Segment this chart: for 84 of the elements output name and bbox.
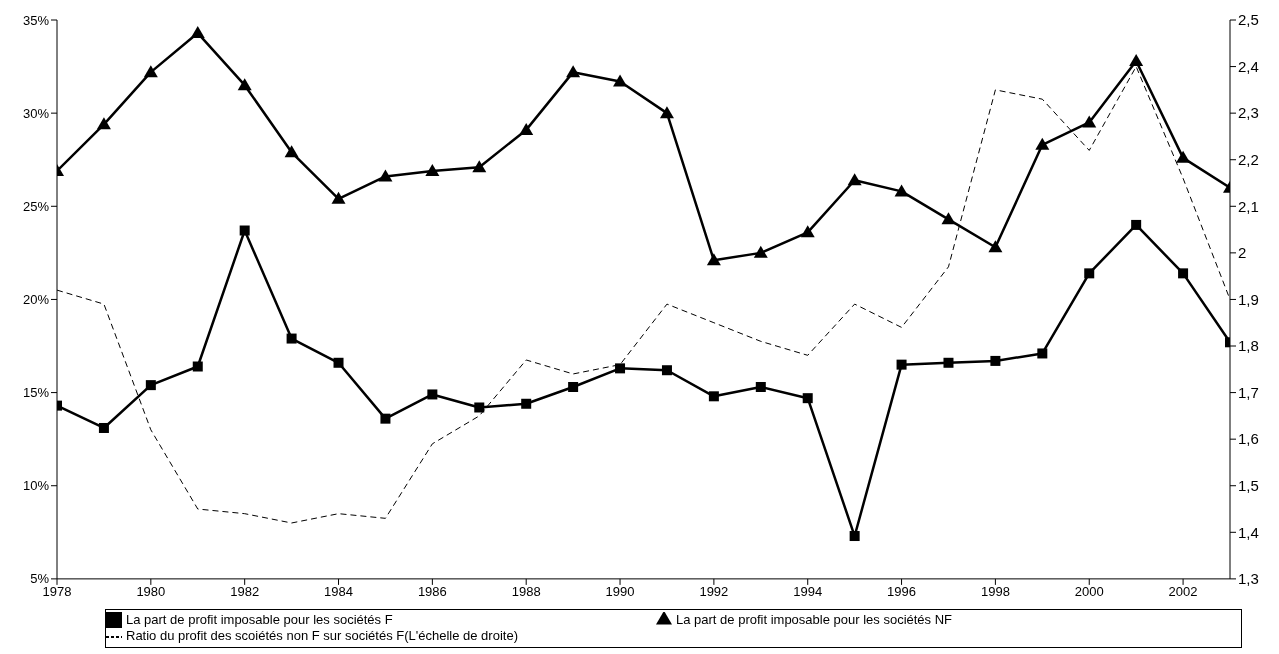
- y2-tick-label: 2: [1238, 244, 1247, 262]
- point: [706, 253, 721, 266]
- point: [474, 402, 485, 413]
- point: [847, 173, 862, 186]
- legend-label: Ratio du profit des scoiétés non F sur sociétés F(L'échelle de droite): [126, 628, 519, 644]
- point: [472, 160, 487, 173]
- x-tick-label: 1990: [605, 584, 635, 600]
- point: [800, 225, 815, 238]
- point: [425, 163, 440, 176]
- point: [96, 117, 111, 130]
- x-tick-label: 1984: [324, 584, 353, 600]
- point: [521, 398, 532, 409]
- point: [894, 184, 909, 197]
- point: [896, 359, 907, 370]
- point: [755, 382, 766, 392]
- y2-tick-label: 1,7: [1238, 383, 1259, 401]
- y2-tick-label: 1,6: [1238, 430, 1259, 448]
- y-tick-label: 15%: [22, 385, 50, 401]
- point: [615, 363, 626, 374]
- point: [519, 122, 534, 135]
- point: [331, 191, 346, 204]
- point: [190, 26, 205, 39]
- y2-tick-label: 2,3: [1238, 104, 1259, 122]
- y-tick-label: 30%: [22, 105, 50, 121]
- y-tick-label: 5%: [30, 571, 50, 587]
- point: [380, 413, 391, 424]
- point: [566, 65, 581, 78]
- point: [239, 225, 250, 236]
- point: [98, 422, 109, 433]
- point: [941, 212, 956, 225]
- x-tick-label: 2002: [1168, 584, 1198, 600]
- x-tick-label: 1978: [42, 584, 72, 600]
- x-tick-label: 1994: [793, 584, 823, 600]
- point: [661, 365, 672, 376]
- point: [1131, 219, 1142, 230]
- point: [145, 380, 156, 391]
- point: [753, 245, 768, 258]
- point: [1082, 115, 1097, 128]
- point: [849, 531, 860, 542]
- point: [708, 391, 719, 402]
- point: [659, 106, 674, 119]
- point: [284, 145, 299, 158]
- x-tick-label: 1986: [417, 584, 447, 600]
- x-tick-label: 1998: [980, 584, 1010, 600]
- y2-tick-label: 1,5: [1238, 477, 1259, 495]
- x-tick-label: 1992: [699, 584, 729, 600]
- x-tick-label: 1988: [511, 584, 541, 600]
- y2-tick-label: 2,4: [1238, 57, 1259, 75]
- point: [1084, 268, 1095, 279]
- y2-tick-label: 1,8: [1238, 337, 1259, 355]
- point: [1035, 137, 1050, 150]
- y2-tick-label: 2,2: [1238, 151, 1259, 169]
- point: [568, 382, 579, 392]
- point: [613, 74, 628, 87]
- point: [990, 355, 1001, 366]
- x-tick-label: 1980: [136, 584, 166, 600]
- point: [1129, 53, 1144, 66]
- y2-tick-label: 1,9: [1238, 290, 1259, 308]
- x-tick-label: 2000: [1074, 584, 1104, 600]
- point: [988, 240, 1003, 253]
- point: [378, 169, 393, 182]
- y-tick-label: 35%: [22, 12, 50, 28]
- point: [802, 393, 813, 404]
- point: [192, 361, 203, 372]
- y-tick-label: 10%: [22, 478, 50, 494]
- y2-tick-label: 2,1: [1238, 197, 1259, 215]
- point: [943, 357, 954, 368]
- point: [237, 78, 252, 91]
- point: [333, 357, 344, 368]
- legend-label: La part de profit imposable pour les sociétés NF: [676, 611, 954, 627]
- point: [1178, 268, 1189, 279]
- point: [427, 389, 438, 400]
- y-tick-label: 20%: [22, 292, 50, 308]
- y2-tick-label: 2,5: [1238, 11, 1259, 29]
- x-tick-label: 1982: [230, 584, 260, 600]
- x-tick-label: 1996: [887, 584, 917, 600]
- y2-tick-label: 1,3: [1238, 570, 1259, 588]
- point: [1176, 150, 1191, 163]
- y-tick-label: 25%: [22, 198, 50, 214]
- y2-tick-label: 1,4: [1238, 523, 1259, 541]
- point: [143, 65, 158, 78]
- legend-label: La part de profit imposable pour les sociétés F: [126, 611, 394, 627]
- point: [1037, 348, 1048, 359]
- point: [286, 333, 297, 344]
